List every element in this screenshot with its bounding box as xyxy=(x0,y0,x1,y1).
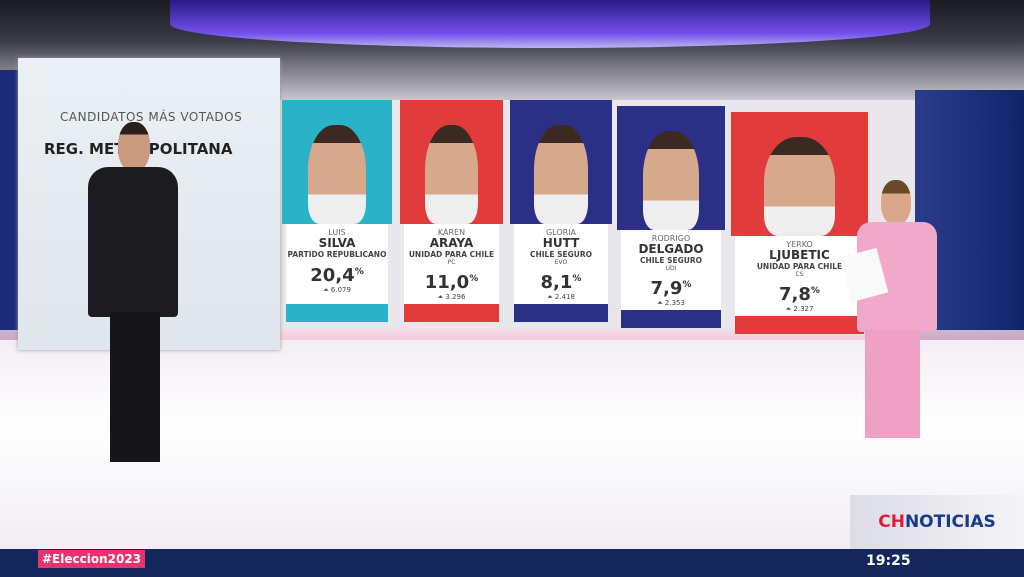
candidate-photo xyxy=(282,100,392,224)
percent-sign: % xyxy=(682,280,692,290)
candidate-photo xyxy=(731,112,868,236)
party-color-bar xyxy=(621,310,721,328)
logo-mark: CH xyxy=(878,512,905,532)
candidate-info: KAREN ARAYA UNIDAD PARA CHILE PC 11,0% ⏶… xyxy=(404,224,499,304)
last-name: ARAYA xyxy=(429,236,474,250)
vote-count: 6.079 xyxy=(330,286,351,294)
percent-sign: % xyxy=(469,274,479,284)
percentage: 8,1 xyxy=(540,272,573,293)
vote-count: 3.296 xyxy=(445,293,466,301)
first-name: GLORIA xyxy=(545,228,577,237)
sub-party: PC xyxy=(447,259,456,266)
percent-sign: % xyxy=(572,274,582,284)
percentage: 11,0 xyxy=(424,272,470,293)
channel-logo: CH NOTICIAS xyxy=(850,495,1024,549)
party: UNIDAD PARA CHILE xyxy=(408,250,495,259)
last-name: LJUBETIC xyxy=(769,248,830,262)
clock: 19:25 xyxy=(866,553,911,569)
party-color-bar xyxy=(514,304,608,322)
candidate-info: GLORIA HUTT CHILE SEGURO EVO 8,1% ⏶ 2.41… xyxy=(514,224,608,304)
vote-count: 2.353 xyxy=(664,299,685,307)
party-color-bar xyxy=(404,304,499,322)
last-name: SILVA xyxy=(318,236,356,250)
party: PARTIDO REPUBLICANO xyxy=(287,250,387,259)
party: UNIDAD PARA CHILE xyxy=(756,262,843,271)
sub-party: UDI xyxy=(665,265,677,272)
percentage: 7,8 xyxy=(779,284,811,305)
logo-text: NOTICIAS xyxy=(904,512,996,532)
last-name: HUTT xyxy=(542,236,580,250)
percentage: 20,4 xyxy=(310,265,355,286)
panel-subtitle: CANDIDATOS MÁS VOTADOS xyxy=(60,110,243,124)
male-presenter xyxy=(88,122,188,467)
percentage: 7,9 xyxy=(650,278,683,299)
candidate-card: RODRIGO DELGADO CHILE SEGURO UDI 7,9% ⏶ … xyxy=(617,106,725,328)
party-color-bar xyxy=(735,316,864,334)
vote-count: 2.327 xyxy=(793,305,814,313)
party-color-bar xyxy=(286,304,388,322)
first-name: RODRIGO xyxy=(651,234,691,243)
percent-sign: % xyxy=(354,267,364,277)
last-name: DELGADO xyxy=(638,242,704,256)
first-name: LUIS xyxy=(328,228,346,237)
candidate-info: YERKO LJUBETIC UNIDAD PARA CHILE CS 7,8%… xyxy=(735,236,864,316)
candidate-card: LUIS SILVA PARTIDO REPUBLICANO 20,4% ⏶ 6… xyxy=(282,100,392,322)
sub-party: EVO xyxy=(554,259,568,266)
percent-sign: % xyxy=(810,286,820,296)
candidate-info: LUIS SILVA PARTIDO REPUBLICANO 20,4% ⏶ 6… xyxy=(286,224,388,304)
candidate-photo xyxy=(400,100,503,224)
candidate-card: GLORIA HUTT CHILE SEGURO EVO 8,1% ⏶ 2.41… xyxy=(510,100,612,322)
party: CHILE SEGURO xyxy=(529,250,592,259)
studio-wall-left xyxy=(0,70,20,340)
candidate-photo xyxy=(510,100,612,224)
votes-icon: ⏶ xyxy=(437,293,446,301)
candidate-info: RODRIGO DELGADO CHILE SEGURO UDI 7,9% ⏶ … xyxy=(621,230,721,310)
female-presenter xyxy=(839,180,940,442)
vote-count: 2.418 xyxy=(554,293,575,301)
votes-icon: ⏶ xyxy=(323,286,331,294)
votes-icon: ⏶ xyxy=(547,293,555,301)
studio-light-ring xyxy=(170,0,930,48)
candidate-card: YERKO LJUBETIC UNIDAD PARA CHILE CS 7,8%… xyxy=(731,112,868,334)
party: CHILE SEGURO xyxy=(639,256,702,265)
hashtag-badge: #Eleccion2023 xyxy=(38,550,146,568)
votes-icon: ⏶ xyxy=(785,305,794,313)
first-name: YERKO xyxy=(786,240,813,249)
ticker-bar xyxy=(0,549,1024,577)
votes-icon: ⏶ xyxy=(657,299,665,307)
candidate-card: KAREN ARAYA UNIDAD PARA CHILE PC 11,0% ⏶… xyxy=(400,100,503,322)
sub-party: CS xyxy=(795,271,804,278)
first-name: KAREN xyxy=(437,228,466,237)
candidate-photo xyxy=(617,106,725,230)
